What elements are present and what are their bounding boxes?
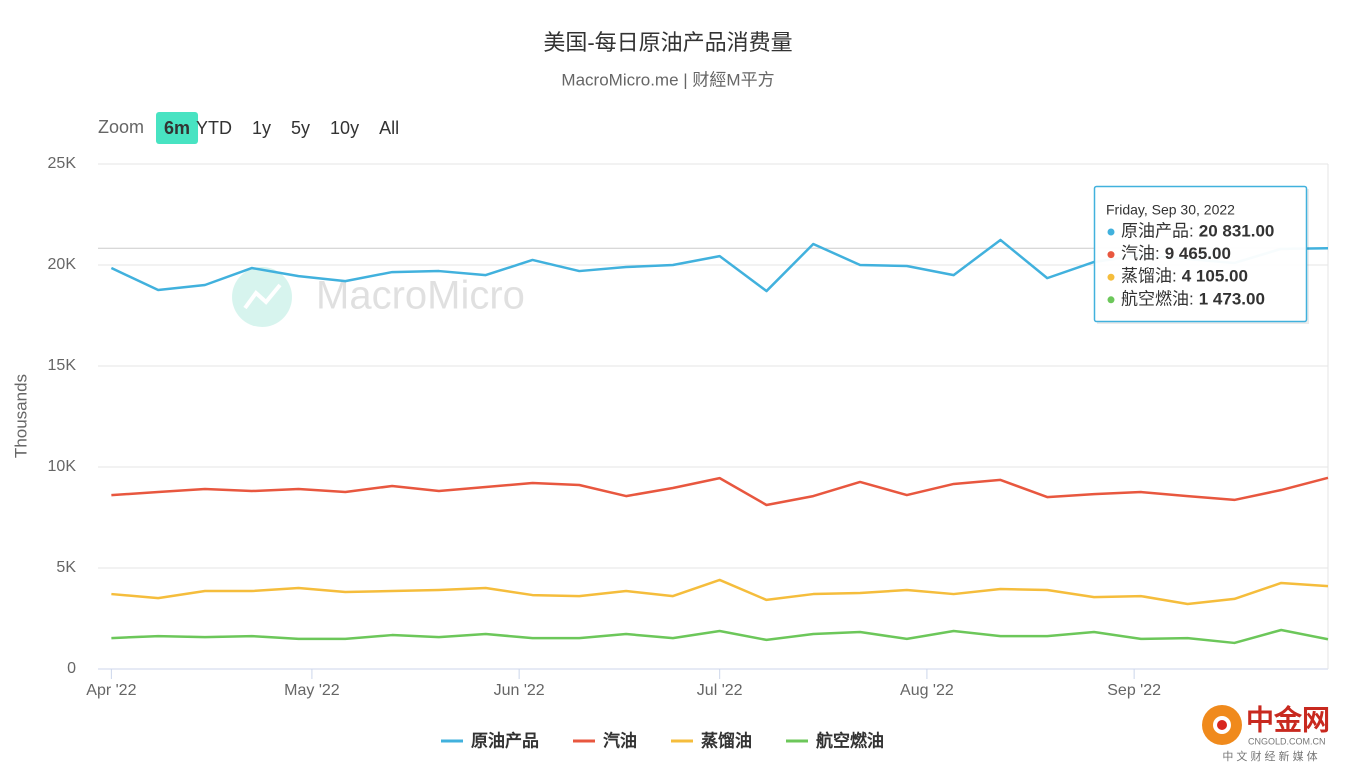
legend-item[interactable]: 蒸馏油 (671, 730, 752, 750)
lines (98, 238, 1329, 645)
zoom-button-label[interactable]: YTD (196, 118, 232, 138)
x-tick-label: Jul '22 (697, 682, 743, 699)
legend-label[interactable]: 原油产品 (471, 730, 539, 750)
logo-slogan: 中 文 财 经 新 媒 体 (1222, 749, 1317, 763)
axes: 0 5K 10K 15K 20K 25K Apr '22 May '22 Jun '22 Jul … (48, 155, 1329, 699)
zoom-button[interactable]: 1y (244, 112, 279, 144)
logo-icon-core (1217, 720, 1227, 730)
zoom-button-label[interactable]: All (379, 118, 399, 138)
watermark: MacroMicro (232, 267, 525, 327)
x-tick-label: Jun '22 (494, 682, 545, 699)
zoom-button[interactable]: 10y (322, 112, 367, 144)
tooltip-label: 航空燃油: (1121, 289, 1194, 308)
tooltip-bullet (1107, 273, 1115, 281)
y-axis-title: Thousands (11, 374, 30, 458)
tooltip-bullet (1107, 228, 1115, 236)
legend-label[interactable]: 蒸馏油 (701, 730, 752, 750)
zoom-button-label[interactable]: 6m (164, 118, 190, 138)
logo-name: 中金网 (1246, 703, 1330, 735)
tooltip-label: 蒸馏油: (1121, 267, 1177, 286)
legend-label[interactable]: 汽油 (603, 730, 637, 750)
zoom-button-label[interactable]: 5y (291, 118, 310, 138)
zoom-button[interactable]: 6m (156, 112, 199, 144)
zoom-buttons: 6m YTD 1y 5y 10y All (156, 112, 407, 144)
y-tick-label: 0 (67, 660, 76, 677)
y-tick-label: 20K (48, 256, 77, 273)
legend: 原油产品 汽油 蒸馏油 航空燃油 (441, 730, 884, 750)
legend-label[interactable]: 航空燃油 (816, 730, 884, 750)
tooltip-label: 汽油: (1121, 244, 1160, 263)
watermark-icon (232, 267, 292, 327)
legend-item[interactable]: 原油产品 (441, 730, 539, 750)
tooltip-value: 20 831.00 (1199, 221, 1275, 240)
zoom-button-label[interactable]: 10y (330, 118, 359, 138)
tooltip: Friday, Sep 30, 2022 原油产品: 20 831.00 汽油: 9 4… (1093, 185, 1309, 324)
zoom-label: Zoom (98, 117, 144, 137)
x-tick-label: Aug '22 (900, 682, 954, 699)
tooltip-box (1093, 185, 1308, 323)
legend-item[interactable]: 汽油 (573, 730, 637, 750)
tooltip-value: 9 465.00 (1165, 244, 1231, 263)
chart-subtitle: MacroMicro.me | 财經M平方 (561, 70, 774, 89)
tooltip-date: Friday, Sep 30, 2022 (1106, 202, 1235, 218)
series-line (111, 476, 1329, 507)
tooltip-bullet (1107, 251, 1115, 259)
zoom-button[interactable]: YTD (188, 112, 240, 144)
series-line (111, 628, 1329, 645)
zoom-button[interactable]: All (371, 112, 407, 144)
y-tick-label: 25K (48, 155, 77, 172)
logo-site: CNGOLD.COM.CN (1248, 736, 1326, 746)
x-tick-label: Sep '22 (1107, 682, 1161, 699)
tooltip-value: 4 105.00 (1182, 267, 1248, 286)
series-line (111, 578, 1329, 606)
zoom-button-bg[interactable] (156, 112, 199, 144)
y-tick-label: 5K (56, 559, 76, 576)
tooltip-value: 1 473.00 (1199, 289, 1265, 308)
zoom-button[interactable]: 5y (283, 112, 318, 144)
tooltip-label: 原油产品: (1121, 221, 1194, 240)
y-tick-label: 10K (48, 458, 77, 475)
legend-item[interactable]: 航空燃油 (786, 730, 884, 750)
source-logo: 中金网 CNGOLD.COM.CN 中 文 财 经 新 媒 体 (1202, 703, 1330, 763)
watermark-icon-line (243, 283, 282, 310)
tooltip-bullet (1107, 296, 1115, 304)
y-tick-label: 15K (48, 357, 77, 374)
x-tick-label: Apr '22 (86, 682, 136, 699)
zoom-button-label[interactable]: 1y (252, 118, 271, 138)
chart-title: 美国-每日原油产品消费量 (543, 30, 792, 55)
x-tick-label: May '22 (284, 682, 340, 699)
